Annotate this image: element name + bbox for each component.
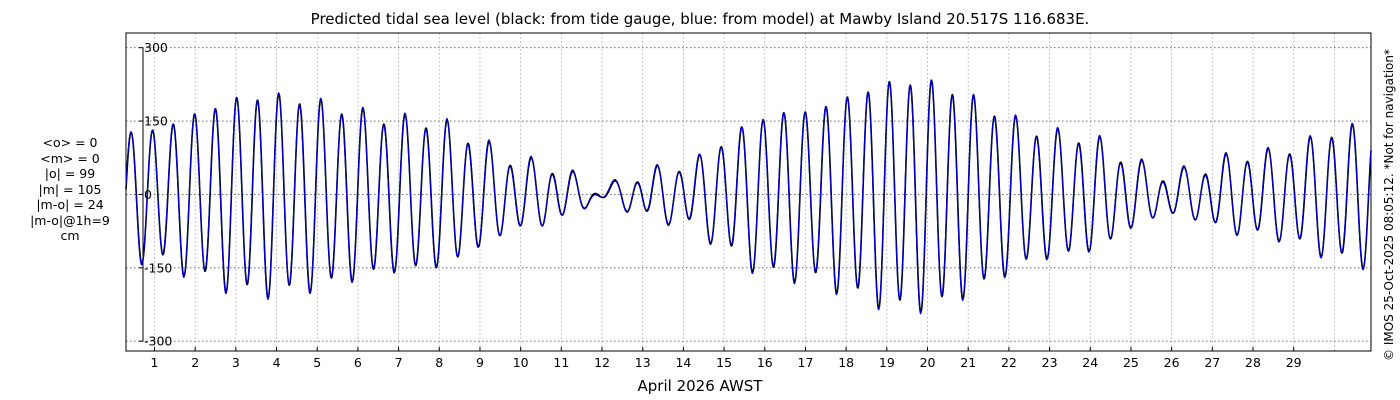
x-tick-label: 4 <box>273 355 281 370</box>
stat-abs-observed: |o| = 99 <box>44 166 96 181</box>
stat-abs-model: |m| = 105 <box>38 181 102 197</box>
x-tick-label: 26 <box>1164 355 1180 370</box>
plot-frame <box>125 32 1372 352</box>
series-line-model <box>125 79 1372 315</box>
x-tick-label: 18 <box>838 355 854 370</box>
y-tick-label: -300 <box>144 334 172 349</box>
series-line-observed <box>125 79 1372 314</box>
x-tick-label: 10 <box>513 355 529 370</box>
x-tick-label: 1 <box>151 355 159 370</box>
y-tick-label: 300 <box>144 40 168 55</box>
x-tick-label: 5 <box>313 355 321 370</box>
stat-abs-difference-1h: |m-o|@1h=9 <box>30 212 110 228</box>
stat-unit: cm <box>60 228 80 243</box>
axes <box>125 32 1372 352</box>
x-tick-label: 19 <box>879 355 895 370</box>
x-tick-label: 13 <box>635 355 651 370</box>
grid-lines <box>126 33 1371 351</box>
x-tick-label: 25 <box>1123 355 1139 370</box>
x-tick-label: 21 <box>960 355 976 370</box>
statistics-panel: <o> = 0 <m> = 0 |o| = 99 |m| = 105 |m-o|… <box>20 135 120 244</box>
x-tick-label: 22 <box>1001 355 1017 370</box>
x-tick-label: 2 <box>191 355 199 370</box>
stat-mean-model: <m> = 0 <box>40 150 100 166</box>
copyright-annotation: © IMOS 25-Oct-2025 08:05:12. *Not for na… <box>1382 49 1396 361</box>
x-tick-label: 9 <box>476 355 484 370</box>
x-tick-label: 29 <box>1286 355 1302 370</box>
stat-mean-observed: <o> = 0 <box>42 135 98 150</box>
x-axis-label: April 2026 AWST <box>638 377 764 395</box>
x-tick-label: 15 <box>716 355 732 370</box>
x-tick-label: 11 <box>553 355 569 370</box>
x-tick-label: 20 <box>920 355 936 370</box>
y-tick-label: 0 <box>144 187 152 202</box>
x-tick-label: 28 <box>1245 355 1261 370</box>
x-tick-label: 27 <box>1204 355 1220 370</box>
stat-abs-difference: |m-o| = 24 <box>36 197 104 212</box>
chart-title: Predicted tidal sea level (black: from t… <box>311 10 1090 28</box>
x-tick-label: 17 <box>798 355 814 370</box>
y-tick-label: 150 <box>144 114 168 129</box>
x-tick-label: 12 <box>594 355 610 370</box>
x-tick-label: 8 <box>435 355 443 370</box>
y-tick-label: -150 <box>144 260 172 275</box>
x-tick-label: 6 <box>354 355 362 370</box>
x-tick-label: 7 <box>395 355 403 370</box>
x-tick-label: 3 <box>232 355 240 370</box>
x-tick-label: 14 <box>675 355 691 370</box>
x-tick-label: 24 <box>1082 355 1098 370</box>
series-group <box>125 79 1372 315</box>
x-tick-label: 23 <box>1042 355 1058 370</box>
x-tick-label: 16 <box>757 355 773 370</box>
